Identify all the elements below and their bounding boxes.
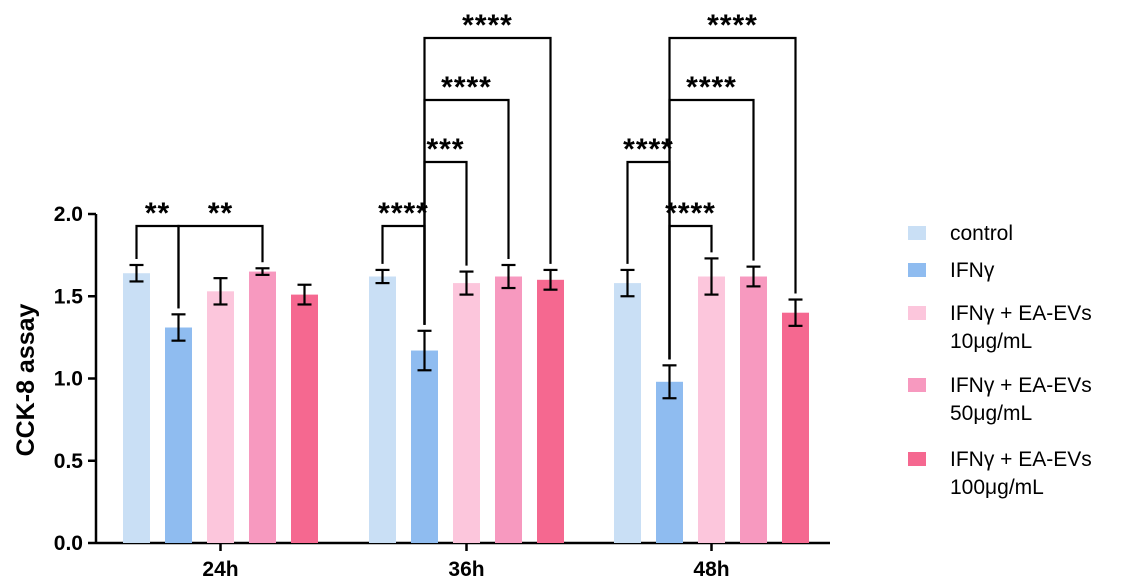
bar (369, 276, 396, 543)
legend-label: IFNγ + EA-EVs (950, 448, 1092, 471)
legend: control IFNγ IFNγ + EA-EVs 10μg/mL IFNγ + EA… (908, 222, 1092, 499)
significance-label: **** (686, 71, 737, 104)
x-tick-label: 48h (693, 558, 729, 581)
bar (249, 271, 276, 543)
bar (495, 276, 522, 543)
significance-label: **** (623, 133, 674, 166)
significance-annotations: ** ** ******************************* (135, 9, 797, 360)
significance-label: **** (665, 197, 716, 230)
significance-bracket (177, 224, 264, 309)
legend-label: control (950, 222, 1013, 245)
bar (656, 381, 683, 543)
significance-label: **** (462, 9, 513, 42)
legend-swatch (908, 378, 926, 392)
y-tick-label: 1.5 (54, 285, 84, 308)
legend-label: IFNγ (950, 259, 995, 282)
legend-swatch (908, 306, 926, 320)
legend-label: 50μg/mL (950, 402, 1032, 425)
y-tick-label: 2.0 (54, 203, 83, 226)
bar (123, 273, 150, 543)
bar (207, 291, 234, 543)
y-tick-label: 1.0 (54, 368, 83, 391)
y-tick-label: 0.5 (54, 450, 84, 473)
bars (123, 257, 809, 543)
x-tick-label: 24h (202, 558, 238, 581)
bar (614, 283, 641, 543)
bar (291, 294, 318, 543)
legend-label: 10μg/mL (950, 330, 1032, 353)
bar (453, 283, 480, 543)
legend-swatch (908, 226, 926, 240)
significance-bracket (423, 36, 552, 325)
bar (782, 312, 809, 543)
bar (740, 276, 767, 543)
bar (165, 327, 192, 543)
significance-bracket (668, 36, 797, 360)
significance-label: **** (441, 71, 492, 104)
significance-label: **** (707, 9, 758, 42)
significance-label: ** (145, 197, 170, 230)
y-tick-label: 0.0 (54, 532, 83, 555)
legend-label: 100μg/mL (950, 476, 1044, 499)
significance-label: **** (378, 197, 429, 230)
bar (537, 279, 564, 543)
legend-label: IFNγ + EA-EVs (950, 302, 1092, 325)
legend-label: IFNγ + EA-EVs (950, 374, 1092, 397)
bar (411, 350, 438, 543)
x-tick-label: 36h (448, 558, 484, 581)
y-axis-title: CCK-8 assay (12, 303, 40, 456)
significance-label: ** (208, 197, 233, 230)
legend-swatch (908, 452, 926, 466)
legend-swatch (908, 263, 926, 277)
bar (698, 276, 725, 543)
significance-label: *** (426, 133, 464, 166)
